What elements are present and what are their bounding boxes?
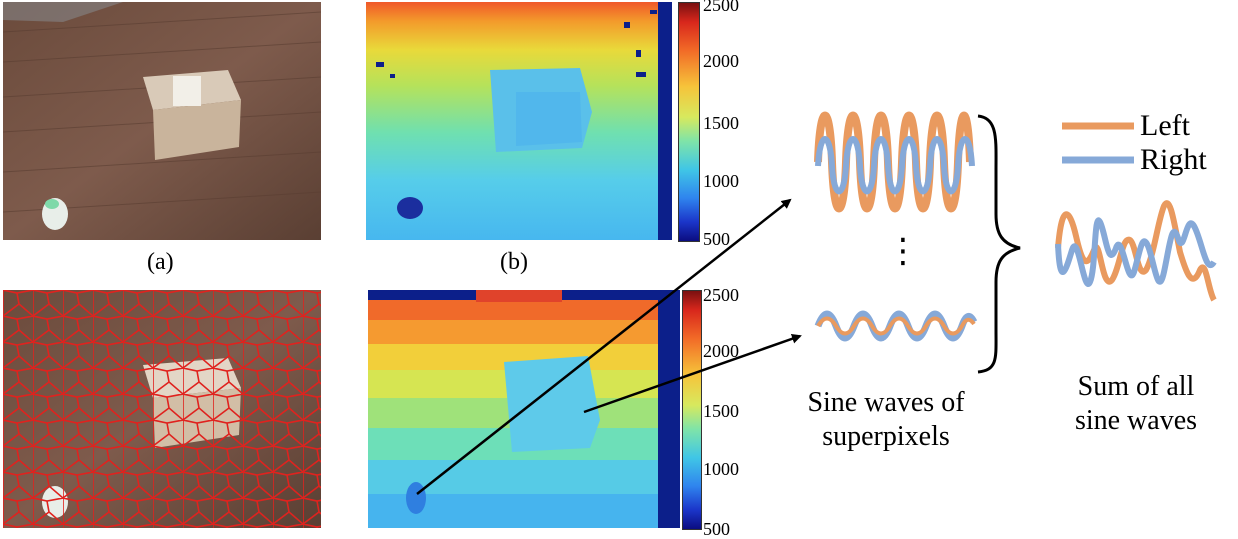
colorbar-bottom-tick-2000: 2000 xyxy=(703,341,739,361)
caption-superpixel-waves: Sine waves of superpixels xyxy=(776,386,996,454)
colorbar-bottom xyxy=(682,290,702,530)
arrow-to-top-waves xyxy=(416,198,792,495)
panel-label-a: (a) xyxy=(147,249,174,275)
colorbar-top-tick-2000: 2000 xyxy=(703,51,739,71)
colorbar-bottom-tick-1500: 1500 xyxy=(703,401,739,421)
colorbar-bottom-tick-2500: 2500 xyxy=(703,285,739,305)
colorbar-top-tick-500: 500 xyxy=(703,229,730,249)
colorbar-top-tick-1000: 1000 xyxy=(703,171,739,191)
wave-top-right xyxy=(815,136,975,195)
wave-bottom-right xyxy=(814,310,978,342)
caption-sum-waves-line2: sine waves xyxy=(1074,405,1198,436)
rgb-photo xyxy=(3,2,321,240)
caption-superpixel-waves-line2: superpixels xyxy=(822,421,950,452)
colorbar-bottom-tick-500: 500 xyxy=(703,519,730,539)
vertical-ellipsis: ⋮ xyxy=(886,231,920,271)
wave-bottom-left xyxy=(816,316,976,336)
wave-top-left xyxy=(814,111,974,213)
panel-label-b: (b) xyxy=(500,249,528,275)
caption-superpixel-waves-line1: Sine waves of xyxy=(807,387,965,418)
caption-sum-waves-line1: Sum of all xyxy=(1077,371,1195,402)
legend-left-label: Left xyxy=(1140,109,1190,142)
depth-map-raw xyxy=(366,2,672,240)
caption-sum-waves: Sum of all sine waves xyxy=(1046,370,1226,438)
colorbar-top-tick-1500: 1500 xyxy=(703,113,739,133)
colorbar-top-tick-2500: 2500 xyxy=(703,0,739,15)
arrow-to-bottom-waves xyxy=(583,333,802,414)
sum-wave-right xyxy=(1055,217,1217,287)
depth-map-superpixel xyxy=(368,290,680,528)
superpixel-photo xyxy=(3,290,321,528)
colorbar-bottom-tick-1000: 1000 xyxy=(703,459,739,479)
legend-right-label: Right xyxy=(1140,143,1207,176)
sum-wave-left xyxy=(1055,200,1217,302)
curly-brace xyxy=(977,114,1021,374)
colorbar-top xyxy=(678,2,700,242)
